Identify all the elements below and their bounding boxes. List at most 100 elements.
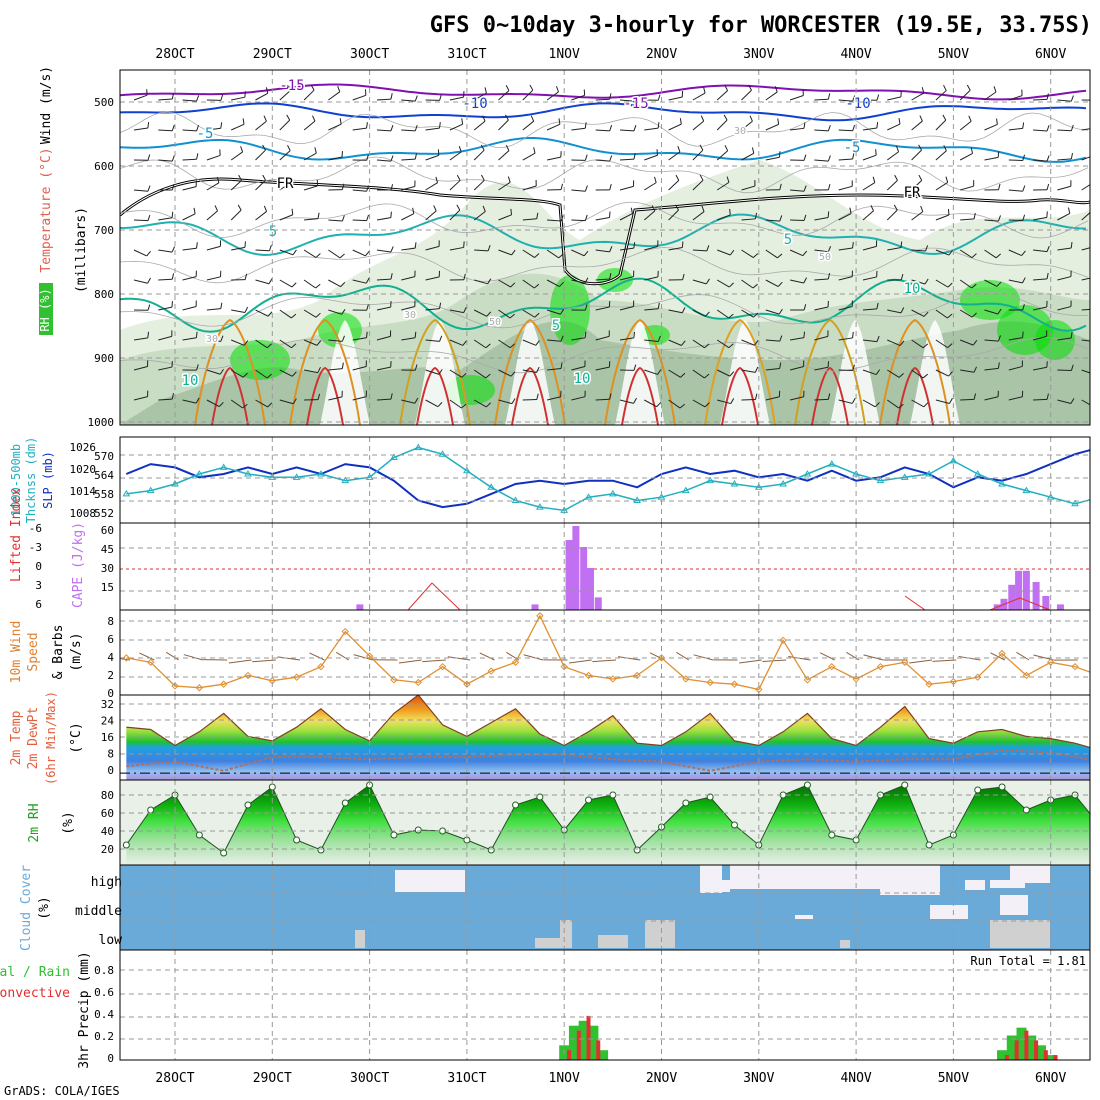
wind-barb-staff [717,214,731,221]
wind-barb-flag [414,125,418,132]
wind-barb-staff [887,309,902,314]
wind-barb-flag [195,397,200,404]
wind-barb-staff [668,180,680,191]
wind-barb-flag [244,306,249,313]
wind-barb-flag [1096,94,1098,100]
wind-barb-flag [315,283,321,289]
wind-barb-flag [511,249,516,256]
wind-speed-point [876,662,885,671]
wind-barb-staff [352,396,367,401]
wind-barb-flag [633,153,636,160]
slp-right-tick-0: 1026 [70,441,97,454]
wind10-ylabel-2: & Barbs [51,625,66,680]
wind-barb-flag [461,403,467,409]
wind-barb-flag [243,340,249,346]
contour-label-12: 10 [904,281,921,297]
wind-barb-flag [171,93,174,100]
wind-barb-flag [852,124,856,131]
wind-barb-staff [425,182,438,191]
wind-barb-staff [546,279,560,288]
wind-barb-staff [814,306,829,311]
wind-barb-flag [681,307,686,313]
wind-barb-flag [997,215,1001,222]
rh-point [341,799,349,807]
wind-barb-staff [255,149,266,161]
wind-barb-staff [303,120,316,131]
contour-label-15: 30 [404,310,416,321]
wind-barb-staff [668,399,681,409]
warm-arc-6 [794,318,866,425]
wind-barb-flag [390,246,394,253]
wind-barb-staff [304,218,319,221]
wind-barb-staff [376,217,391,221]
wind-barb-staff [571,94,585,101]
wind-barb-flag [993,86,997,93]
wind-barb-staff [692,309,706,317]
wind-barb-staff [376,335,391,341]
wind-barb-staff [838,337,853,341]
cloud-high-0 [395,870,465,892]
surface-wind-barb [523,654,544,661]
wind-barb-staff [1081,308,1090,311]
wind-barb-flag [918,144,922,151]
wind-barb-staff [230,399,243,409]
upper-panel-frame [119,69,1091,426]
wind-barb-staff [425,245,440,251]
hot-arc-4 [621,366,659,425]
hot-arc-2 [416,366,454,425]
wind-barb-staff [789,396,804,401]
wind-barb-staff [449,339,464,346]
contour-label-16: 30 [734,126,746,137]
slp-series-line [125,449,1090,509]
wind-barb-flag [947,313,953,319]
wind-barb-staff [133,127,148,131]
wind-barb-flag [1046,155,1050,162]
surface-wind-barb [120,658,131,661]
wind-barb-flag [366,122,368,129]
wind-barb-staff [279,369,293,377]
wind-barb-staff [1081,339,1090,342]
wind-barb-flag [341,183,345,190]
wind-barb-staff [303,339,318,346]
wind-barb-staff [1033,398,1048,401]
wind-speed-point [536,612,544,620]
wind-barb-staff [595,306,610,311]
li-tick-3: 3 [35,579,42,592]
thickness-point [511,496,520,503]
precip-convective-bar [567,1050,572,1060]
surface-wind-barb [932,659,957,662]
wind-barb-flag [438,369,443,375]
wind-barb-staff [644,339,659,343]
wind-barb-staff [182,99,197,102]
wind-barb-staff [1057,399,1072,405]
wind-barb-flag [1046,393,1049,400]
rh-point [901,781,909,789]
wind-barb-staff [814,159,829,162]
wind-barb-flag [529,84,534,91]
wind-barb-flag [463,273,466,280]
surface-wind-barb [422,659,446,663]
wind-speed-point [438,662,447,671]
wind-speed-point [146,658,155,666]
wind-barb-staff [1081,212,1090,221]
wind-barb-flag [341,362,344,369]
wind-barb-flag [973,393,977,400]
wind-barb-staff [595,278,610,281]
precip-convective-bar [576,1030,581,1060]
thickness-point [535,503,544,510]
wind-barb-staff [862,127,877,131]
wind-barb-flag [1022,303,1025,311]
wind-barb-flag [262,174,267,181]
warm-arc-4 [604,318,676,425]
precip-total-bar [568,1025,579,1060]
wind-barb-staff [1057,212,1070,221]
dewpoint-line [126,749,1090,772]
date-label-top-7: 4NOV [840,47,871,62]
wind-barb-staff [182,213,196,221]
wind-barb-staff [838,399,853,404]
wind-barb-staff [1033,278,1048,281]
wind-barb-flag [214,205,219,212]
wind-barb-staff [692,92,706,101]
wind-barb-staff [960,185,974,191]
thickness-series-line [126,446,1090,512]
